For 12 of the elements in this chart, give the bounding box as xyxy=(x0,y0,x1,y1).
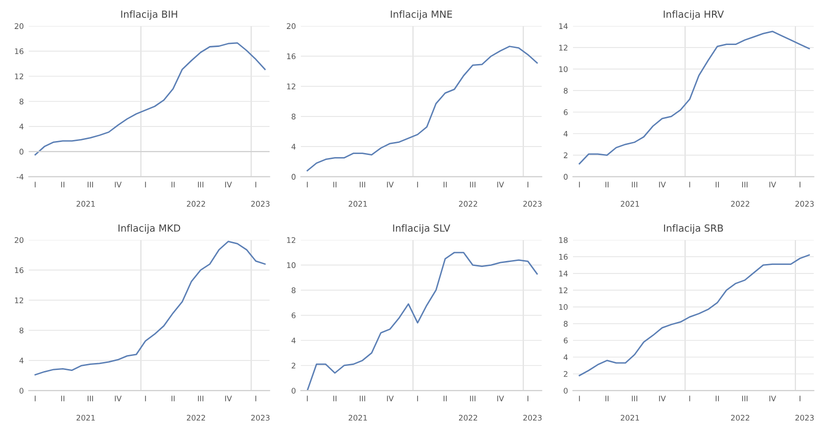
chart-title: Inflacija BIH xyxy=(121,10,178,20)
chart-title: Inflacija HRV xyxy=(664,10,724,20)
chart-title: Inflacija SRB xyxy=(664,224,723,234)
line-series xyxy=(578,254,810,376)
line-series xyxy=(306,46,538,172)
line-series xyxy=(34,240,266,376)
line-series xyxy=(306,252,538,391)
line-series xyxy=(34,42,266,156)
line-series xyxy=(578,30,810,164)
chart-title: Inflacija MKD xyxy=(118,224,180,234)
chart-title: Inflacija MNE xyxy=(390,10,452,20)
chart-title: Inflacija SLV xyxy=(393,224,450,234)
